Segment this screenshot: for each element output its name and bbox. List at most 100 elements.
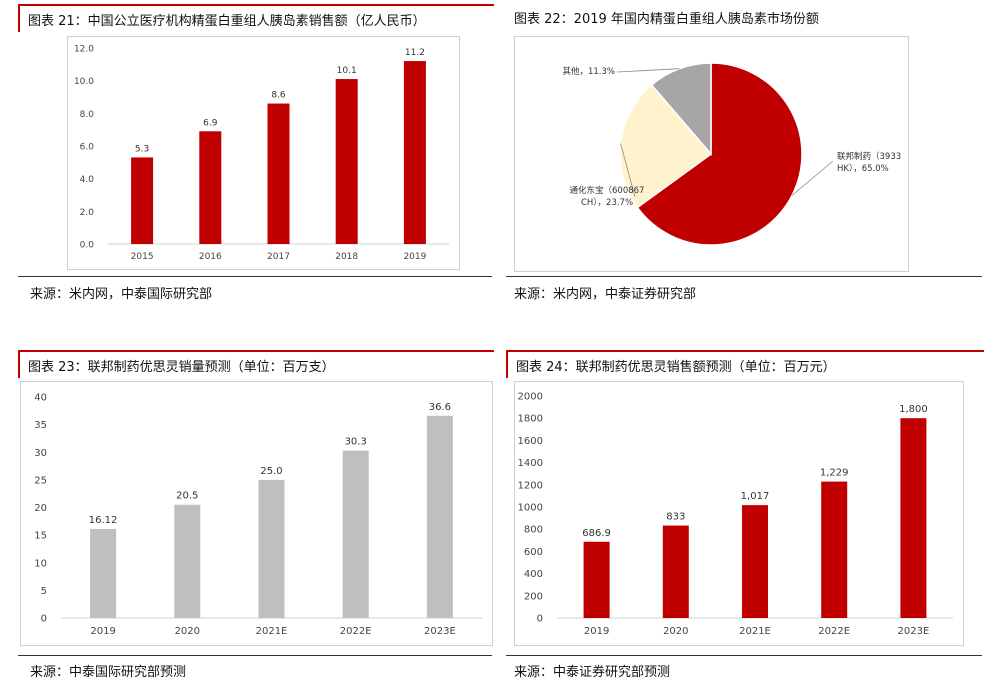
data-label: 16.12 xyxy=(89,515,118,526)
data-label: 10.1 xyxy=(337,66,357,76)
data-label: 5.3 xyxy=(135,144,149,154)
data-label: 833 xyxy=(666,512,685,523)
leader-line xyxy=(791,160,834,196)
data-label: 1,229 xyxy=(820,468,849,479)
y-tick-label: 0 xyxy=(537,614,543,625)
y-tick-label: 30 xyxy=(34,448,47,459)
bar xyxy=(403,61,426,244)
source-divider xyxy=(18,655,492,656)
x-tick-label: 2019 xyxy=(403,252,426,262)
pie-chart-frame: 联邦制药（3933 HK），65.0% 通化东宝（600867 CH），23.7% 其他… xyxy=(514,36,909,272)
source-note: 来源：中泰国际研究部预测 xyxy=(30,665,187,680)
y-tick-label: 4.0 xyxy=(80,175,95,185)
panel-title: 图表 22：2019 年国内精蛋白重组人胰岛素市场份额 xyxy=(514,12,819,27)
x-tick-label: 2022E xyxy=(340,626,372,637)
bar xyxy=(662,525,689,618)
panel-title-bar: 图表 24：联邦制药优思灵销售额预测（单位：百万元） xyxy=(506,350,984,378)
x-tick-label: 2016 xyxy=(199,252,222,262)
source-note: 来源：米内网，中泰国际研究部 xyxy=(30,287,213,302)
bar-chart-sales-svg: 0.0 2.0 4.0 6.0 8.0 10.0 12.0 5.3 2015 6.9 2016 8.6… xyxy=(74,45,449,262)
x-tick-label: 2020 xyxy=(663,626,688,637)
data-label: 20.5 xyxy=(176,491,198,502)
y-tick-label: 0.0 xyxy=(80,241,95,251)
y-tick-label: 2.0 xyxy=(80,208,95,218)
x-tick-label: 2021E xyxy=(739,626,771,637)
y-tick-label: 200 xyxy=(524,591,543,602)
x-tick-label: 2015 xyxy=(131,252,154,262)
x-tick-label: 2019 xyxy=(90,626,115,637)
data-label: 8.6 xyxy=(271,91,286,101)
y-tick-label: 5 xyxy=(41,586,47,597)
bar xyxy=(426,415,453,618)
y-tick-label: 1400 xyxy=(518,458,543,469)
y-tick-label: 35 xyxy=(34,420,47,431)
y-tick-label: 40 xyxy=(34,393,47,404)
bar xyxy=(267,103,290,245)
source-divider xyxy=(506,276,982,277)
y-tick-label: 12.0 xyxy=(74,45,94,55)
data-label: 686.9 xyxy=(582,528,611,539)
y-tick-label: 1200 xyxy=(518,480,543,491)
pie-slice xyxy=(636,62,803,246)
y-tick-label: 20 xyxy=(34,503,47,514)
pie-chart-share-svg: 联邦制药（3933 HK），65.0% 通化东宝（600867 CH），23.7% 其他… xyxy=(562,62,901,246)
data-label: 6.9 xyxy=(203,118,218,128)
bar xyxy=(900,418,927,618)
bar xyxy=(335,79,358,245)
x-tick-label: 2021E xyxy=(256,626,288,637)
y-tick-label: 1800 xyxy=(518,414,543,425)
bar xyxy=(199,131,222,244)
bar-chart-revenue-svg: 0 200 400 600 800 1000 1200 1400 1600 1800 2000 686… xyxy=(518,392,953,637)
bar xyxy=(583,541,610,618)
y-tick-label: 2000 xyxy=(518,392,543,403)
data-label: 30.3 xyxy=(345,437,367,448)
y-tick-label: 600 xyxy=(524,547,543,558)
x-tick-label: 2023E xyxy=(898,626,930,637)
panel-title-bar: 图表 21：中国公立医疗机构精蛋白重组人胰岛素销售额（亿人民币） xyxy=(18,4,494,32)
bar-chart-frame: 0 200 400 600 800 1000 1200 1400 1600 1800 2000 686… xyxy=(514,381,964,646)
y-tick-label: 400 xyxy=(524,569,543,580)
y-tick-label: 0 xyxy=(41,614,47,625)
source-divider xyxy=(506,655,982,656)
data-label: 1,800 xyxy=(899,404,928,415)
bar-chart-frame: 0.0 2.0 4.0 6.0 8.0 10.0 12.0 5.3 2015 6.9 2016 8.6… xyxy=(67,36,460,270)
data-label: 36.6 xyxy=(429,402,451,413)
source-note: 来源：米内网，中泰证券研究部 xyxy=(514,287,697,302)
source-note: 来源：中泰证券研究部预测 xyxy=(514,665,671,680)
x-tick-label: 2018 xyxy=(335,252,358,262)
bar xyxy=(342,450,369,618)
data-label: 1,017 xyxy=(741,491,770,502)
bar xyxy=(90,528,117,618)
y-tick-label: 800 xyxy=(524,525,543,536)
slice-label: 通化东宝（600867 CH），23.7% xyxy=(570,185,645,208)
source-divider xyxy=(18,276,492,277)
y-tick-label: 1000 xyxy=(518,503,543,514)
x-tick-label: 2023E xyxy=(424,626,456,637)
data-label: 25.0 xyxy=(260,466,282,477)
panel-title: 图表 24：联邦制药优思灵销售额预测（单位：百万元） xyxy=(516,360,836,375)
leader-line xyxy=(616,68,680,73)
x-tick-label: 2019 xyxy=(584,626,609,637)
pie-slice xyxy=(650,62,712,157)
data-label: 11.2 xyxy=(405,48,425,58)
panel-title: 图表 23：联邦制药优思灵销量预测（单位：百万支） xyxy=(28,360,335,375)
slice-label: 联邦制药（3933 HK），65.0% xyxy=(837,151,901,174)
bar xyxy=(174,504,201,618)
panel-title-bar: 图表 23：联邦制药优思灵销量预测（单位：百万支） xyxy=(18,350,494,378)
bar xyxy=(131,157,154,244)
leader-line xyxy=(620,143,636,198)
x-tick-label: 2020 xyxy=(175,626,200,637)
slice-label: 其他，11.3% xyxy=(562,66,615,77)
y-tick-label: 10.0 xyxy=(74,77,94,87)
x-tick-label: 2022E xyxy=(818,626,850,637)
panel-title: 图表 21：中国公立医疗机构精蛋白重组人胰岛素销售额（亿人民币） xyxy=(28,14,426,29)
y-tick-label: 10 xyxy=(34,558,47,569)
bar xyxy=(742,505,768,618)
bar-chart-frame: 0 5 10 15 20 25 30 35 40 16.12 2019 20.5 2020 25.0 202… xyxy=(20,381,493,646)
y-tick-label: 25 xyxy=(34,475,47,486)
y-tick-label: 1600 xyxy=(518,436,543,447)
y-tick-label: 15 xyxy=(34,531,47,542)
bar-chart-volume-svg: 0 5 10 15 20 25 30 35 40 16.12 2019 20.5 2020 25.0 202… xyxy=(34,393,482,637)
y-tick-label: 6.0 xyxy=(80,143,95,153)
bar xyxy=(821,481,848,618)
